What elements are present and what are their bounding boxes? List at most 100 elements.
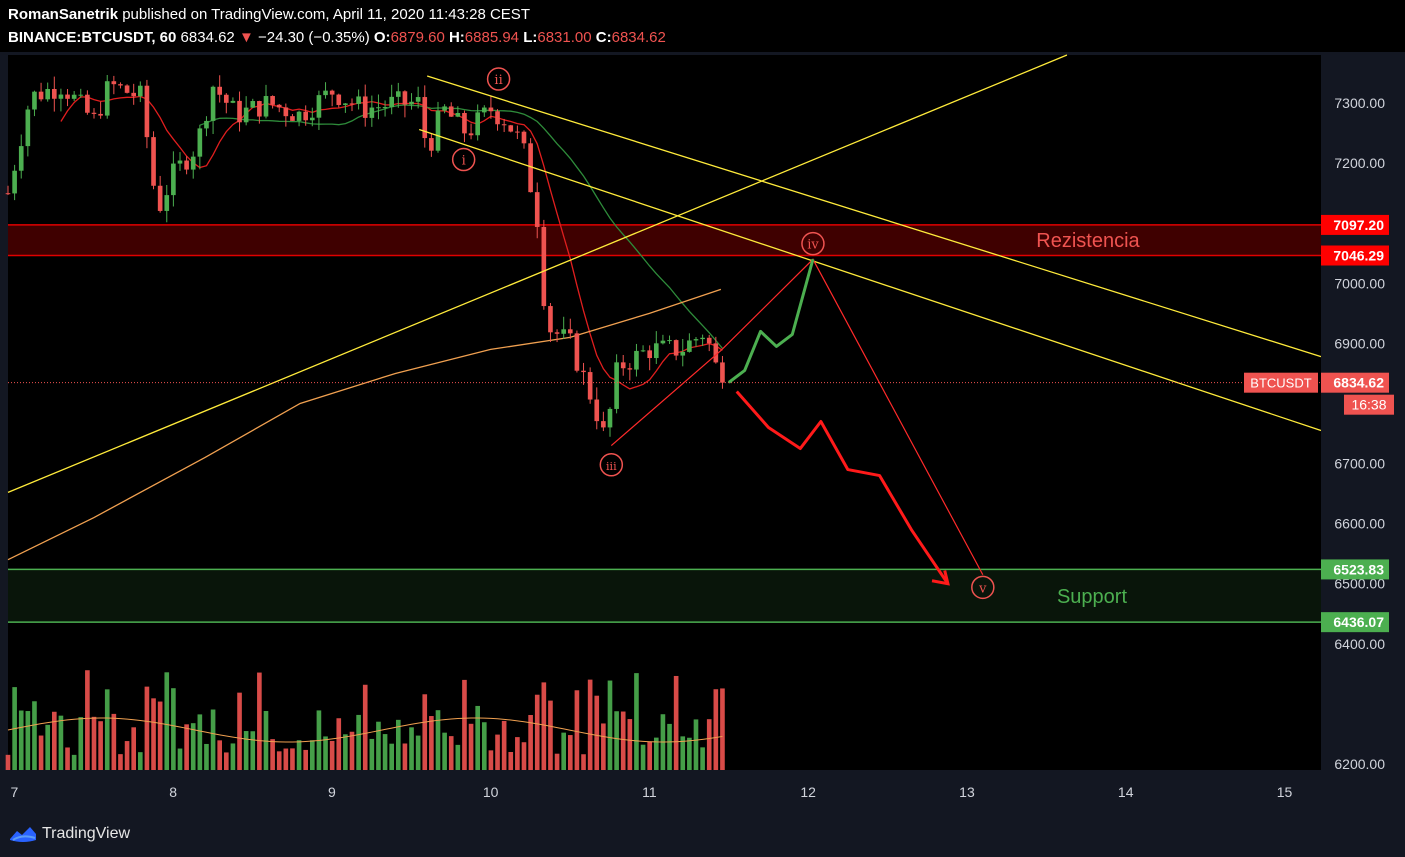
volume-bar xyxy=(442,732,447,770)
candle-body xyxy=(415,97,421,102)
volume-bar xyxy=(594,695,600,770)
candle-body xyxy=(237,100,242,123)
candle-body xyxy=(468,133,474,136)
candle-body xyxy=(45,88,51,100)
ma-medium-line xyxy=(199,104,723,349)
volume-bar xyxy=(700,747,705,770)
volume-bar xyxy=(45,724,51,770)
volume-bar xyxy=(634,673,639,770)
candle-body xyxy=(303,111,309,121)
volume-bar xyxy=(362,684,368,770)
volume-bar xyxy=(85,670,90,770)
candle-body xyxy=(680,351,686,356)
volume-bar xyxy=(171,688,176,770)
volume-bar xyxy=(223,752,229,770)
wave-v-circle xyxy=(971,575,995,600)
wave-i-circle xyxy=(451,147,476,172)
volume-bar xyxy=(164,672,170,770)
candle-body xyxy=(508,125,514,132)
brand-name[interactable]: TradingView xyxy=(42,825,131,842)
volume-bar xyxy=(713,689,719,770)
candle-body xyxy=(369,107,375,118)
candle-body xyxy=(587,372,593,400)
volume-bar xyxy=(51,711,57,770)
y-tick-label: 6500.00 xyxy=(1334,576,1385,592)
volume-bar xyxy=(647,741,652,770)
candle-body xyxy=(362,96,368,118)
volume-bar xyxy=(65,747,70,770)
volume-bar xyxy=(18,710,24,770)
trend-line-1 xyxy=(7,54,1068,494)
candle-body xyxy=(395,91,401,97)
author-name[interactable]: RomanSanetrik xyxy=(8,6,119,23)
candle-body xyxy=(98,113,103,116)
tradingview-logo-icon[interactable] xyxy=(8,824,38,844)
candle-body xyxy=(634,350,639,370)
candle-body xyxy=(660,340,666,344)
low-label: L: xyxy=(523,29,538,46)
volume-bar xyxy=(131,727,137,770)
wave-iv-label: iv xyxy=(807,238,819,253)
candle-body xyxy=(673,340,679,356)
wave-ii-circle xyxy=(486,67,511,91)
x-tick-label: 8 xyxy=(169,784,177,800)
volume-bar xyxy=(290,748,295,770)
candle-body xyxy=(58,94,64,99)
support-label: Support xyxy=(1057,586,1127,608)
time-axis[interactable] xyxy=(8,770,1321,812)
volume-bar xyxy=(336,718,342,770)
bearish-forecast-arrowhead xyxy=(931,570,950,586)
candle-body xyxy=(706,337,712,344)
volume-bar xyxy=(369,738,375,770)
moving-averages-layer xyxy=(7,95,723,743)
volume-bar xyxy=(673,675,679,770)
price-axis-labels: 7300.00 7200.00 7000.00 6900.00 6700.00 6600.… xyxy=(1334,95,1385,772)
candle-body xyxy=(700,337,705,340)
candle-body xyxy=(402,91,408,105)
volume-bar xyxy=(395,719,401,770)
bearish-forecast-path xyxy=(735,390,950,585)
price-tag-label: 6436.07 xyxy=(1333,614,1384,630)
candle-body xyxy=(389,96,395,108)
volume-bar xyxy=(667,723,672,770)
candle-body xyxy=(257,101,262,117)
volume-bar xyxy=(409,727,414,770)
volume-bar xyxy=(257,672,262,770)
volume-bar xyxy=(693,719,699,770)
x-tick-label: 10 xyxy=(483,784,499,800)
volume-bar xyxy=(104,689,110,770)
candle-body xyxy=(65,94,70,99)
volume-bar xyxy=(5,754,11,770)
time-axis-labels: 7 8 9 10 11 12 13 14 15 xyxy=(10,784,1292,800)
volume-bar xyxy=(389,743,395,770)
zones-layer: Rezistencia Support xyxy=(8,224,1321,623)
volume-bar xyxy=(508,751,514,770)
last-price: 6834.62 xyxy=(180,29,235,46)
candle-body xyxy=(111,81,117,85)
candle-body xyxy=(495,111,500,125)
volume-bar xyxy=(124,741,130,770)
candle-body xyxy=(343,103,348,105)
candle-body xyxy=(429,138,434,151)
candle-body xyxy=(627,368,633,370)
volume-bar xyxy=(541,682,547,770)
candles-layer xyxy=(5,74,725,437)
y-tick-label: 7000.00 xyxy=(1334,275,1385,291)
volume-bar xyxy=(303,749,309,770)
candle-body xyxy=(534,192,540,227)
candle-body xyxy=(448,106,454,117)
wave-v-label: v xyxy=(978,581,987,596)
candle-body xyxy=(78,94,84,96)
plot-area[interactable] xyxy=(8,55,1321,770)
y-tick-label: 7300.00 xyxy=(1334,95,1385,111)
volume-bar xyxy=(356,714,361,770)
volume-bar xyxy=(455,744,461,770)
price-tag-label: 7046.29 xyxy=(1333,248,1384,264)
candle-body xyxy=(25,109,31,147)
volume-bar xyxy=(349,731,355,770)
candle-body xyxy=(283,107,289,117)
symbol-label[interactable]: BINANCE:BTCUSDT, 60 xyxy=(8,29,177,46)
candle-body xyxy=(601,421,606,428)
support-zone xyxy=(8,569,1321,623)
